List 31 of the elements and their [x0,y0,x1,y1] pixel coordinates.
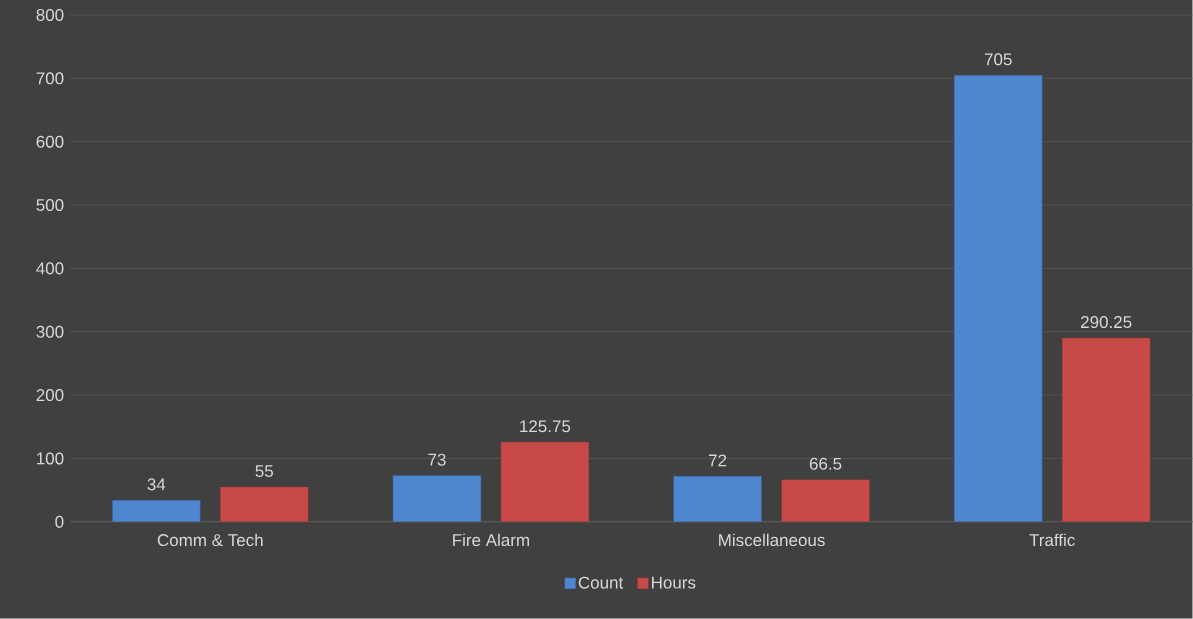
data-label: 705 [984,53,1012,66]
data-label: 290.25 [1081,316,1132,329]
x-tick-label: Fire Alarm [453,533,529,547]
legend-label: Count [578,576,624,589]
x-tick-label: Traffic [1029,533,1075,547]
y-tick-label: 800 [36,9,64,22]
bar [220,486,309,522]
data-label: 72 [709,454,727,467]
y-tick-label: 400 [36,262,64,275]
y-tick-label: 600 [36,135,64,148]
y-tick-label: 100 [37,452,64,465]
data-label: 66.5 [809,457,842,470]
y-tick-label: 0 [55,515,64,528]
data-label: 34 [147,478,166,491]
bar [781,479,870,522]
y-tick-label: 300 [36,325,64,338]
legend-label: Hours [652,576,696,589]
data-label: 73 [428,453,446,466]
y-tick-label: 200 [36,389,64,402]
data-label: 55 [255,465,273,478]
bar [500,442,590,522]
bar [392,475,482,522]
y-tick-label: 700 [36,72,64,85]
x-tick-label: Miscellaneous [719,533,825,547]
bar [112,500,201,522]
y-tick-label: 500 [36,199,64,212]
bar [954,75,1043,522]
bar [673,476,762,522]
bar [1061,337,1151,522]
data-label: 125.75 [520,420,571,433]
x-tick-label: Comm & Tech [157,533,263,547]
